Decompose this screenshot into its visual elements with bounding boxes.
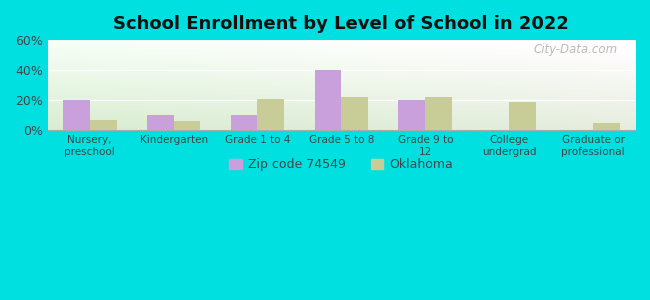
Bar (425, 97, 452, 130)
Bar (63, 100, 90, 130)
Bar (174, 121, 200, 130)
Bar (147, 115, 174, 130)
Bar (398, 100, 425, 130)
Legend: Zip code 74549, Oklahoma: Zip code 74549, Oklahoma (224, 153, 458, 176)
Bar (231, 115, 257, 130)
Bar (593, 123, 620, 130)
Bar (257, 99, 284, 130)
Text: City-Data.com: City-Data.com (533, 43, 618, 56)
Bar (315, 70, 341, 130)
Bar (509, 102, 536, 130)
Title: School Enrollment by Level of School in 2022: School Enrollment by Level of School in … (114, 15, 569, 33)
Bar (90, 120, 116, 130)
Bar (341, 97, 368, 130)
